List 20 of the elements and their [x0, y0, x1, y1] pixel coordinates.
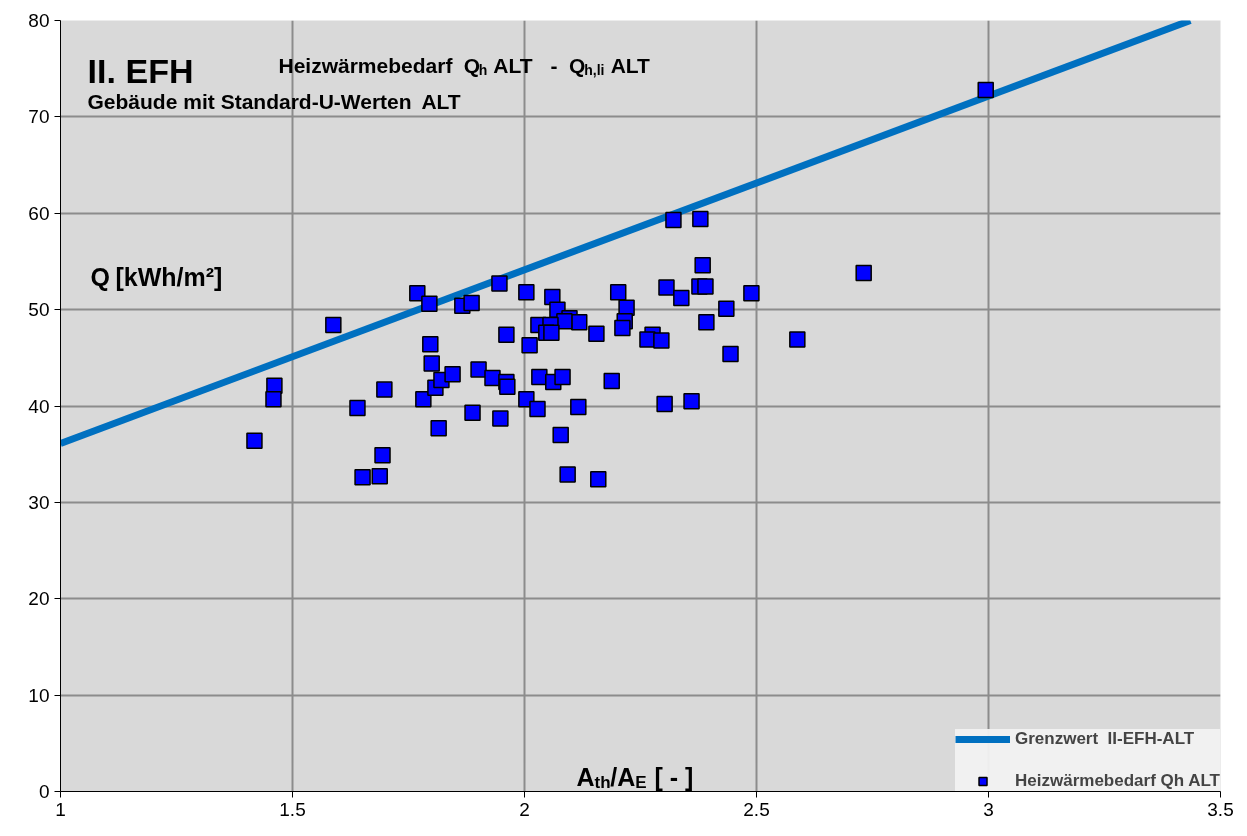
y-tick-label: 60 — [28, 202, 50, 224]
y-tick-label: 20 — [28, 588, 50, 610]
text: II. EFH — [87, 51, 194, 90]
x-tick-label: 1.5 — [279, 798, 306, 820]
x-tick-label: 2 — [519, 798, 530, 820]
x-tick-label: 3 — [983, 798, 994, 820]
y-tick-label: 70 — [28, 106, 50, 128]
x-tick-label: 3.5 — [1207, 798, 1234, 820]
legend-label: Heizwärmebedarf Qh ALT — [1015, 771, 1220, 791]
y-axis-title: Q [kWh/m²] — [90, 262, 223, 291]
y-tick-label: 10 — [28, 684, 50, 706]
legend-label: Grenzwert II-EFH-ALT — [1015, 729, 1195, 749]
x-tick-label: 1 — [55, 798, 66, 820]
y-tick-label: 40 — [28, 395, 50, 417]
y-tick-label: 50 — [28, 299, 50, 321]
annotation: Gebäude mit Standard-U-Werten ALT — [87, 90, 461, 113]
y-tick-label: 80 — [28, 10, 50, 31]
y-tick-label: 0 — [38, 781, 50, 802]
y-tick-label: 30 — [28, 491, 50, 513]
x-tick-label: 2.5 — [743, 798, 770, 820]
